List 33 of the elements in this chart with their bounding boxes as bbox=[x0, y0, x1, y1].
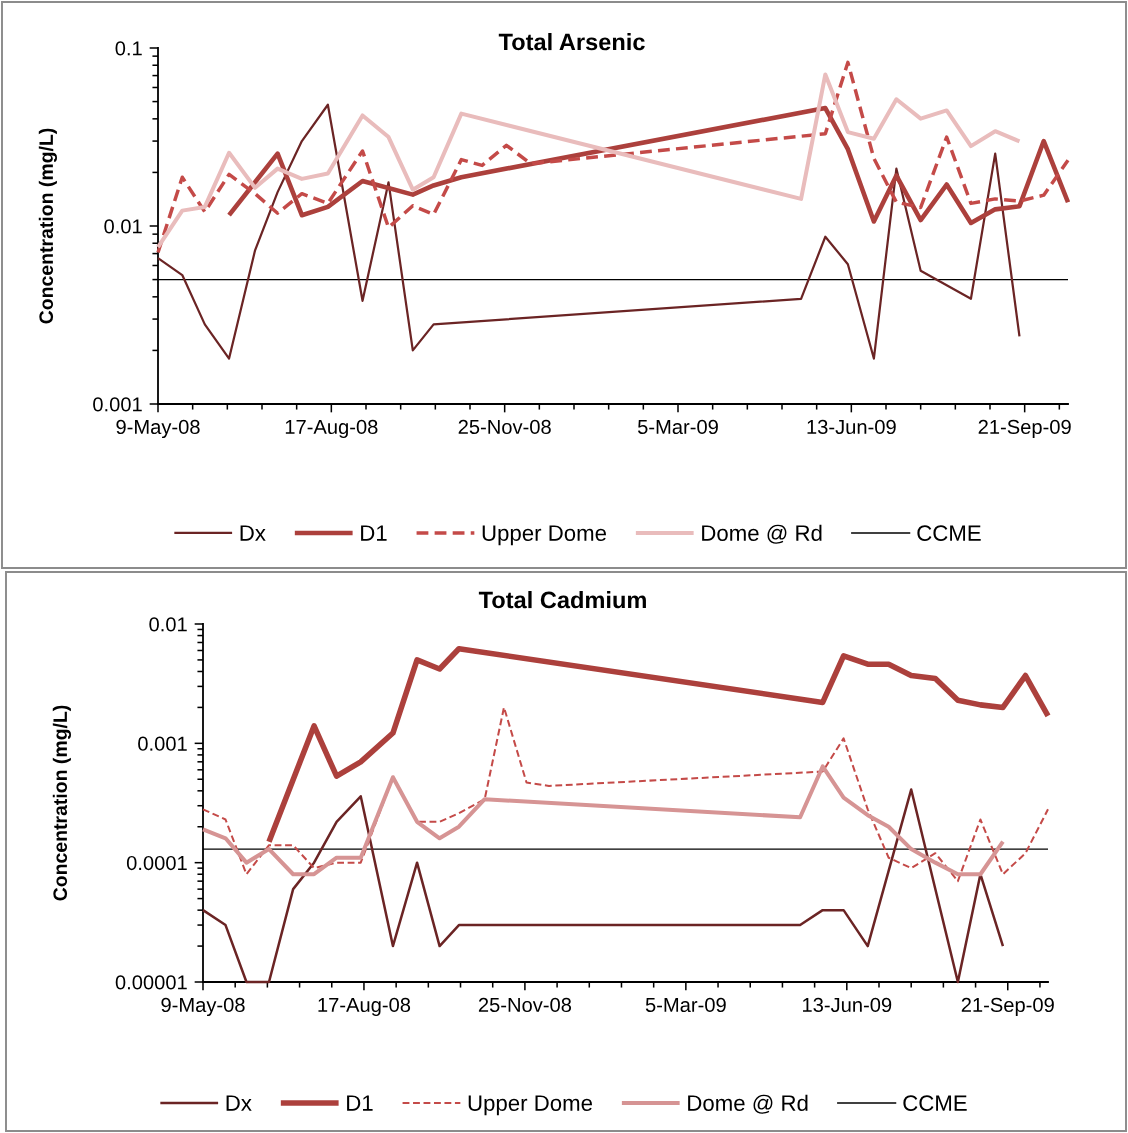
legend-label: Upper Dome bbox=[482, 525, 606, 546]
legend-label: D1 bbox=[361, 525, 387, 541]
x-tick-label: 9-May-08 bbox=[116, 419, 200, 439]
x-tick-label: 25-Nov-08 bbox=[478, 997, 572, 1013]
legend-label: Dx bbox=[226, 1095, 252, 1111]
legend-label: Dome @ Rd bbox=[702, 524, 822, 544]
x-tick-label: 17-Aug-08 bbox=[318, 997, 411, 1017]
legend-label: Dome @ Rd bbox=[688, 1094, 808, 1114]
y-tick-label: 0.01 bbox=[104, 219, 142, 234]
x-tick-label: 5-Mar-09 bbox=[637, 419, 718, 435]
y-tick-label: 0.00001 bbox=[115, 975, 187, 990]
legend-label: CCME bbox=[917, 525, 981, 541]
x-tick-label: 25-Nov-08 bbox=[458, 419, 551, 435]
chart-title: Total Cadmium bbox=[478, 590, 646, 609]
x-tick-label: 17-Aug-08 bbox=[285, 419, 378, 439]
legend-label: Upper Dome bbox=[468, 1095, 592, 1116]
y-tick-label: 0.01 bbox=[149, 617, 187, 632]
x-tick-label: 9-May-08 bbox=[161, 997, 245, 1017]
legend-label: D1 bbox=[347, 1095, 373, 1111]
y-tick-label: 0.001 bbox=[93, 397, 142, 412]
y-tick-label: 0.001 bbox=[138, 736, 187, 751]
chart-title: Total Arsenic bbox=[498, 33, 645, 51]
y-tick-label: 0.0001 bbox=[126, 855, 187, 871]
legend-label: Dx bbox=[240, 525, 266, 541]
x-tick-label: 21-Sep-09 bbox=[978, 419, 1071, 439]
y-axis-title: Concentration (mg/L) bbox=[52, 705, 71, 901]
y-tick-label: 0.1 bbox=[115, 41, 142, 56]
x-tick-label: 5-Mar-09 bbox=[645, 997, 726, 1013]
x-tick-label: 13-Jun-09 bbox=[807, 419, 896, 435]
legend-label: CCME bbox=[903, 1095, 967, 1111]
x-tick-label: 13-Jun-09 bbox=[803, 997, 892, 1013]
x-tick-label: 21-Sep-09 bbox=[961, 997, 1054, 1017]
y-axis-title: Concentration (mg/L) bbox=[38, 128, 57, 324]
